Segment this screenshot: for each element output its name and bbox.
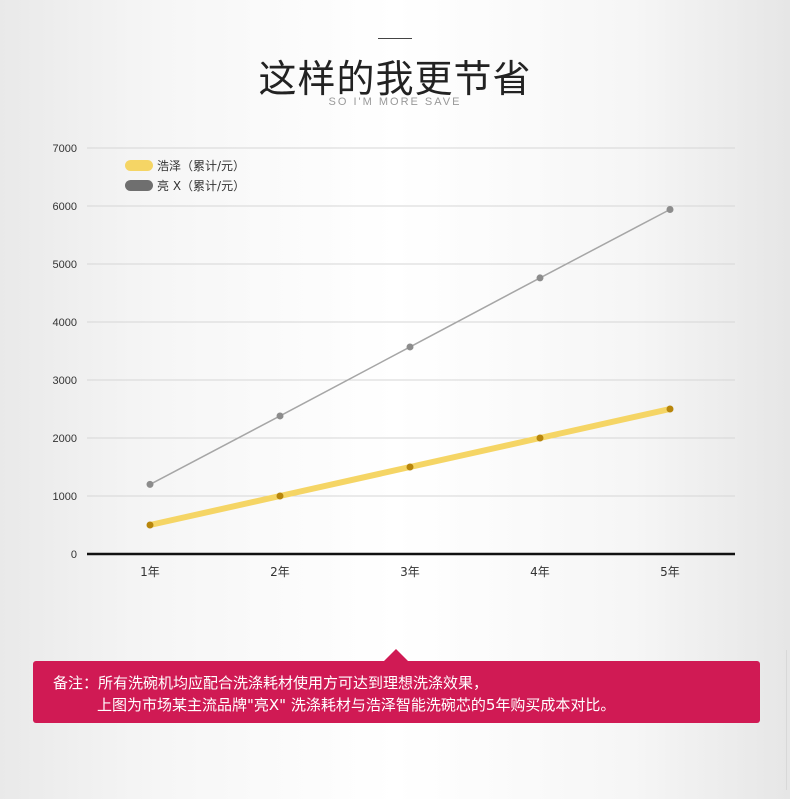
note-line-1: 备注：所有洗碗机均应配合洗涤耗材使用方可达到理想洗涤效果， — [53, 674, 489, 692]
y-tick-label: 0 — [71, 549, 77, 561]
y-tick-label: 2000 — [53, 433, 77, 445]
page-title: 这样的我更节省 — [258, 57, 532, 101]
note-line-2: 上图为市场某主流品牌"亮X" 洗涤耗材与浩泽智能洗碗芯的5年购买成本对比。 — [97, 696, 616, 714]
data-point — [146, 480, 154, 488]
y-tick-label: 1000 — [53, 491, 77, 503]
legend-label: 浩泽（累计/元） — [157, 158, 246, 173]
x-tick-label: 4年 — [530, 565, 550, 579]
data-point — [276, 412, 284, 420]
data-point — [536, 274, 544, 282]
side-divider — [786, 650, 787, 790]
legend-swatch — [125, 159, 153, 171]
data-point — [276, 492, 284, 500]
note-box: 备注：所有洗碗机均应配合洗涤耗材使用方可达到理想洗涤效果， 上图为市场某主流品牌… — [33, 661, 760, 723]
legend-label: 亮 X（累计/元） — [157, 178, 246, 193]
data-point — [406, 343, 414, 351]
page-subtitle: SO I'M MORE SAVE — [328, 96, 462, 108]
y-tick-label: 4000 — [53, 317, 77, 329]
x-tick-label: 3年 — [400, 565, 420, 579]
legend-item-series-2: 亮 X（累计/元） — [125, 175, 245, 195]
note-pointer — [384, 649, 408, 661]
data-point — [666, 405, 674, 413]
data-point — [146, 521, 154, 529]
title-rule — [378, 38, 412, 39]
legend-item-series-1: 浩泽（累计/元） — [125, 155, 245, 175]
legend-swatch — [125, 179, 153, 191]
chart-legend: 浩泽（累计/元） 亮 X（累计/元） — [125, 155, 245, 195]
x-tick-label: 2年 — [270, 565, 290, 579]
data-point — [536, 434, 544, 442]
x-tick-label: 1年 — [140, 565, 160, 579]
data-point — [666, 205, 674, 213]
data-point — [406, 463, 414, 471]
x-tick-label: 5年 — [660, 565, 680, 579]
y-tick-label: 5000 — [53, 259, 77, 271]
y-tick-label: 6000 — [53, 201, 77, 213]
y-tick-label: 3000 — [53, 375, 77, 387]
y-tick-label: 7000 — [53, 143, 77, 155]
